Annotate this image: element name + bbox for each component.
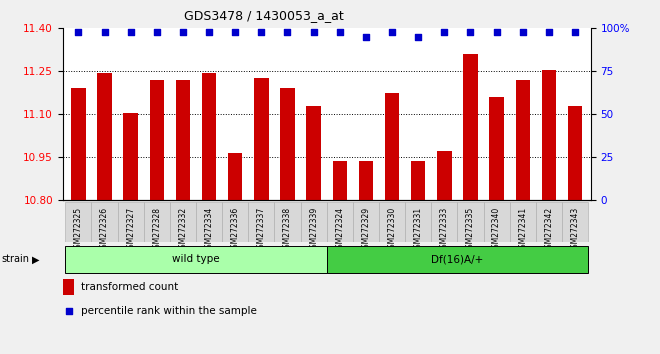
Point xyxy=(308,29,319,35)
Point xyxy=(204,29,214,35)
Bar xyxy=(562,202,588,242)
Point xyxy=(439,29,449,35)
Bar xyxy=(457,202,484,242)
Text: transformed count: transformed count xyxy=(81,282,178,292)
Text: GSM272329: GSM272329 xyxy=(362,207,370,253)
Bar xyxy=(411,161,426,200)
Bar xyxy=(327,202,353,242)
Bar xyxy=(150,80,164,200)
Text: percentile rank within the sample: percentile rank within the sample xyxy=(81,306,257,316)
Bar xyxy=(463,54,478,200)
Point xyxy=(73,29,84,35)
Text: GSM272338: GSM272338 xyxy=(283,207,292,253)
Bar xyxy=(510,202,536,242)
Bar xyxy=(275,202,300,242)
Point xyxy=(125,29,136,35)
Bar xyxy=(437,152,451,200)
Text: wild type: wild type xyxy=(172,254,220,264)
Point xyxy=(360,34,371,40)
Point xyxy=(152,29,162,35)
Bar xyxy=(97,73,112,200)
Point xyxy=(63,308,74,314)
Bar xyxy=(176,80,190,200)
Bar xyxy=(196,202,222,242)
Text: ▶: ▶ xyxy=(32,254,39,264)
Bar xyxy=(202,73,216,200)
Text: GSM272335: GSM272335 xyxy=(466,207,475,253)
Bar xyxy=(327,246,588,273)
Text: GSM272340: GSM272340 xyxy=(492,207,501,253)
Bar xyxy=(405,202,431,242)
Point xyxy=(387,29,397,35)
Text: GSM272326: GSM272326 xyxy=(100,207,109,253)
Bar xyxy=(353,202,379,242)
Bar xyxy=(359,161,373,200)
Point xyxy=(335,29,345,35)
Point xyxy=(99,29,110,35)
Bar xyxy=(65,202,92,242)
Text: GSM272328: GSM272328 xyxy=(152,207,161,253)
Text: GSM272337: GSM272337 xyxy=(257,207,266,253)
Text: GSM272336: GSM272336 xyxy=(231,207,240,253)
Bar xyxy=(568,105,582,200)
Text: GSM272339: GSM272339 xyxy=(309,207,318,253)
Bar xyxy=(379,202,405,242)
Bar xyxy=(333,161,347,200)
Text: GSM272330: GSM272330 xyxy=(387,207,397,253)
Bar xyxy=(280,88,294,200)
Point xyxy=(256,29,267,35)
Text: GSM272333: GSM272333 xyxy=(440,207,449,253)
Point xyxy=(570,29,580,35)
Point xyxy=(413,34,424,40)
Bar xyxy=(484,202,510,242)
Bar xyxy=(536,202,562,242)
Bar xyxy=(490,97,504,200)
Bar xyxy=(431,202,457,242)
Bar xyxy=(248,202,275,242)
Bar xyxy=(254,78,269,200)
Bar xyxy=(385,93,399,200)
Text: GSM272327: GSM272327 xyxy=(126,207,135,253)
Text: GSM272343: GSM272343 xyxy=(570,207,579,253)
Point xyxy=(465,29,476,35)
Bar xyxy=(228,153,242,200)
Text: GSM272332: GSM272332 xyxy=(178,207,187,253)
Text: GSM272324: GSM272324 xyxy=(335,207,345,253)
Bar xyxy=(92,202,117,242)
Point xyxy=(544,29,554,35)
Point xyxy=(517,29,528,35)
Text: GSM272341: GSM272341 xyxy=(518,207,527,253)
Bar xyxy=(144,202,170,242)
Bar xyxy=(542,70,556,200)
Bar xyxy=(65,246,327,273)
Bar xyxy=(123,113,138,200)
Bar xyxy=(170,202,196,242)
Bar xyxy=(300,202,327,242)
Bar xyxy=(515,80,530,200)
Text: Df(16)A/+: Df(16)A/+ xyxy=(431,254,484,264)
Point xyxy=(178,29,188,35)
Text: GSM272334: GSM272334 xyxy=(205,207,214,253)
Bar xyxy=(306,105,321,200)
Text: GSM272325: GSM272325 xyxy=(74,207,83,253)
Bar xyxy=(71,88,86,200)
Text: GSM272342: GSM272342 xyxy=(544,207,553,253)
Point xyxy=(491,29,502,35)
Text: GDS3478 / 1430053_a_at: GDS3478 / 1430053_a_at xyxy=(184,9,344,22)
Text: strain: strain xyxy=(1,254,29,264)
Bar xyxy=(63,279,75,296)
Bar xyxy=(117,202,144,242)
Point xyxy=(230,29,240,35)
Text: GSM272331: GSM272331 xyxy=(414,207,422,253)
Point xyxy=(282,29,293,35)
Bar xyxy=(222,202,248,242)
